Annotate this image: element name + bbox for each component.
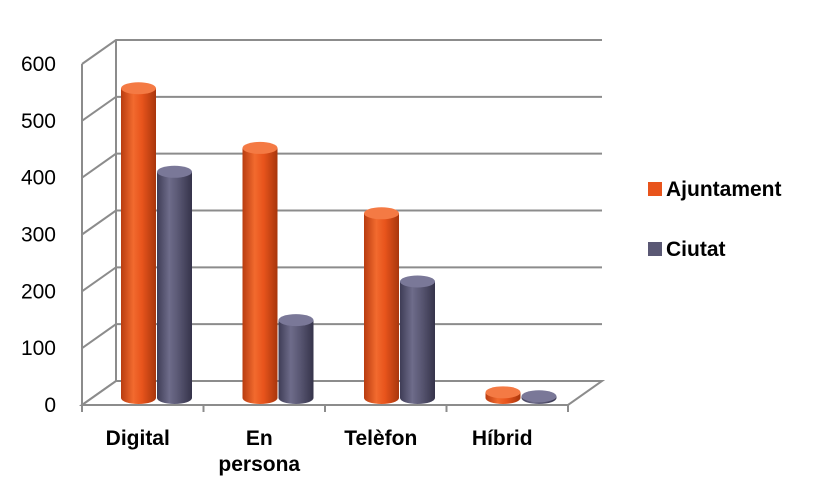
gridline [81,95,602,122]
y-tick-label: 0 [44,394,56,417]
y-tick-label: 400 [21,167,56,190]
bar-ajuntament-1 [242,141,278,404]
gridline [81,323,602,349]
x-axis-categories: Digital En persona Telèfon Híbrid [106,427,533,476]
legend: Ajuntament Ciutat [648,178,782,261]
legend-swatch [648,182,662,196]
gridline [81,209,602,236]
bar-ajuntament-0 [121,82,156,404]
x-category-label: Telèfon [344,427,417,450]
legend-label: Ajuntament [666,178,782,201]
bar-ajuntament-2 [364,207,399,404]
y-axis-ticks: 0 100 200 300 400 500 600 [21,53,56,417]
legend-swatch [648,242,662,256]
y-tick-label: 300 [21,224,56,247]
bar-ciutat-0 [157,165,192,404]
bar-ajuntament-3 [485,386,521,404]
y-tick-label: 100 [21,337,56,360]
bar-ciutat-1 [278,314,314,404]
y-tick-label: 500 [21,110,56,133]
x-category-label: Híbrid [472,427,533,450]
gridline [81,266,602,293]
bar-ciutat-3 [521,390,557,404]
y-tick-label: 600 [21,53,56,76]
gridline [81,152,602,179]
bar-ciutat-2 [400,275,435,404]
bars [121,82,557,404]
y-tick-label: 200 [21,280,56,303]
legend-label: Ciutat [666,238,726,261]
x-category-label: Digital [106,427,170,450]
x-category-label: En persona [218,427,300,476]
plot-floor [78,380,606,412]
gridline [81,39,602,65]
